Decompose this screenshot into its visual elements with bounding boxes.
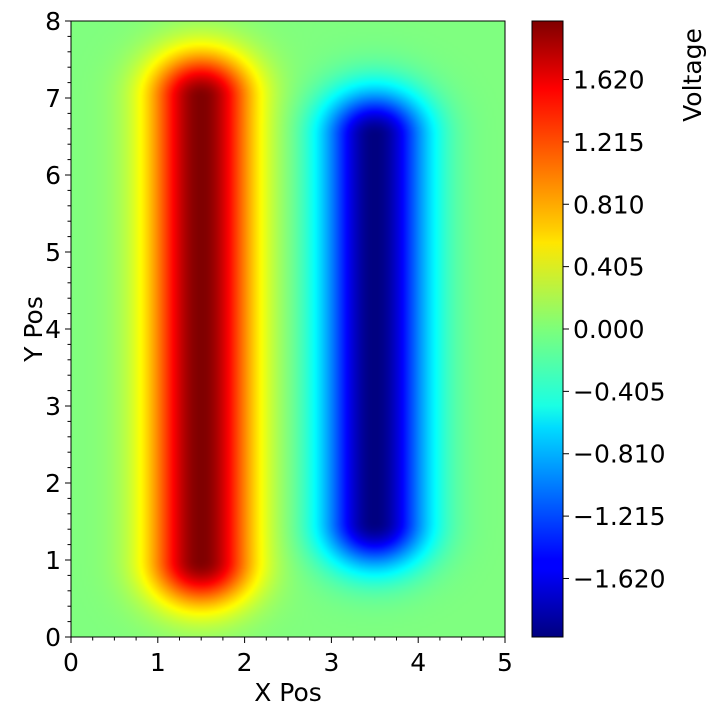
colorbar-tick-label: 0.810	[573, 190, 645, 219]
y-axis-label: Y Pos	[19, 296, 48, 363]
y-tick-label: 8	[45, 7, 61, 36]
colorbar-tick-label: 1.620	[573, 66, 645, 95]
x-tick-label: 2	[237, 648, 253, 677]
x-tick-label: 3	[323, 648, 339, 677]
y-tick-label: 5	[45, 238, 61, 267]
y-tick-label: 1	[45, 546, 61, 575]
x-tick-label: 1	[150, 648, 166, 677]
heatmap-image	[71, 21, 505, 637]
colorbar-tick-label: −1.620	[573, 564, 666, 593]
colorbar-gradient	[532, 21, 563, 637]
y-tick-label: 2	[45, 469, 61, 498]
y-tick-label: 6	[45, 161, 61, 190]
colorbar-tick-label: −1.215	[573, 502, 666, 531]
colorbar-ticks: −1.620 −1.215 −0.810 −0.405 0.000 0.405 0.810 1…	[563, 66, 666, 593]
colorbar-tick-label: −0.405	[573, 377, 666, 406]
plot-area	[70, 20, 506, 638]
x-tick-label: 4	[410, 648, 426, 677]
x-axis: 0 1 2 3 4 5	[63, 637, 513, 677]
colorbar-tick-label: 0.405	[573, 253, 645, 282]
x-tick-label: 0	[63, 648, 79, 677]
y-axis: 0 1 2 3 4 5 6 7 8	[45, 7, 71, 652]
colorbar-tick-label: −0.810	[573, 440, 666, 469]
x-axis-label: X Pos	[254, 678, 322, 707]
colorbar-tick-label: 1.215	[573, 128, 645, 157]
y-tick-label: 4	[45, 315, 61, 344]
colorbar-label: Voltage	[678, 28, 707, 122]
y-tick-label: 7	[45, 84, 61, 113]
x-tick-label: 5	[497, 648, 513, 677]
colorbar-tick-label: 0.000	[573, 315, 645, 344]
y-tick-label: 0	[45, 623, 61, 652]
colorbar: −1.620 −1.215 −0.810 −0.405 0.000 0.405 0.810 1…	[531, 20, 666, 638]
y-tick-label: 3	[45, 392, 61, 421]
